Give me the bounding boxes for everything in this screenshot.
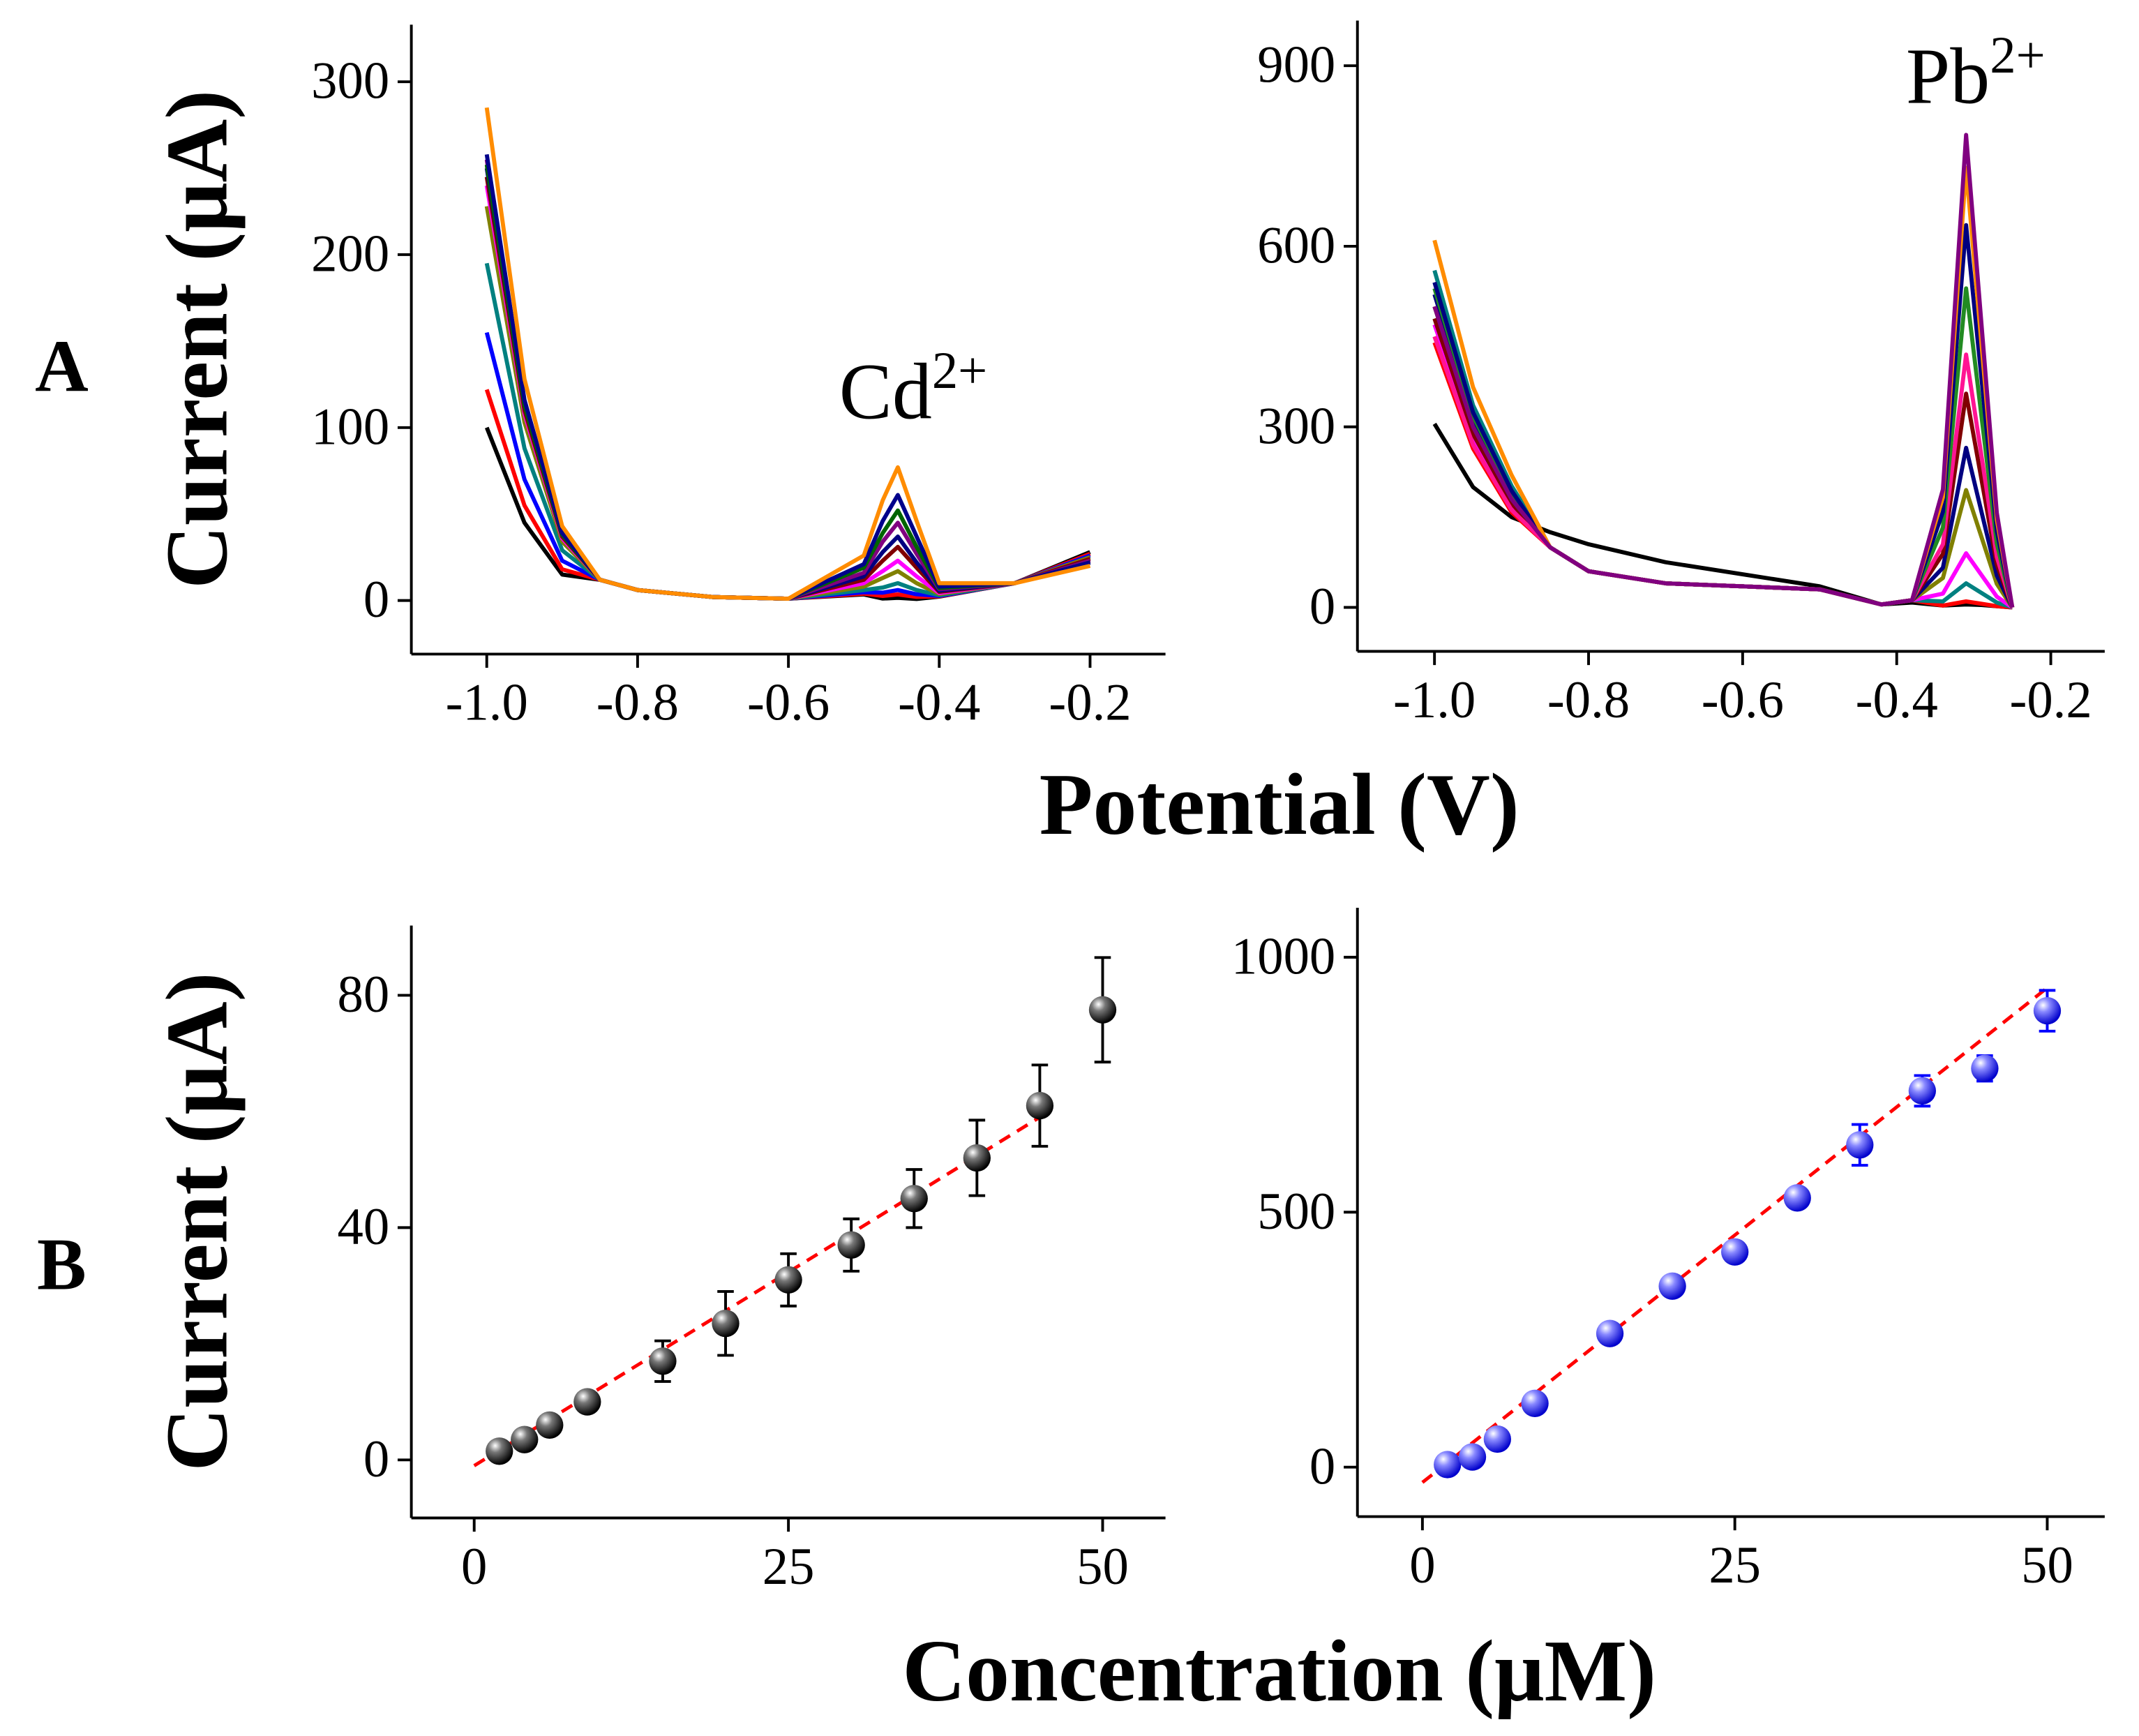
curve: [484, 177, 1091, 601]
point: [1088, 996, 1117, 1024]
point: [1026, 1091, 1054, 1120]
curve: [484, 164, 1091, 601]
curve: [484, 185, 1091, 601]
point: [1971, 1054, 1999, 1082]
point: [573, 1388, 601, 1416]
point: [536, 1411, 564, 1439]
point: [1721, 1238, 1749, 1266]
point: [1596, 1319, 1624, 1347]
x-tick-label: -0.6: [747, 674, 830, 732]
curve: [484, 154, 1091, 601]
curve: [484, 167, 1091, 601]
point: [649, 1347, 677, 1375]
y-tick-label: 0: [363, 571, 389, 629]
point: [1658, 1272, 1686, 1300]
x-tick-label: -0.2: [2009, 671, 2092, 729]
y-tick-label: 300: [311, 52, 389, 110]
point: [1846, 1131, 1874, 1159]
y-tick-label: 300: [1257, 397, 1335, 455]
x-tick-label: 25: [1709, 1536, 1761, 1594]
y-tick-label: 200: [311, 225, 389, 283]
x-tick-label: 0: [1409, 1536, 1435, 1594]
fit-line: [1421, 986, 2049, 1484]
y-tick-label: 600: [1257, 217, 1335, 275]
y-axis-title: Current (μA): [149, 90, 246, 589]
curve: [1432, 165, 2015, 608]
annotation: Cd2+: [839, 342, 987, 435]
point: [511, 1426, 539, 1453]
annotation-base: Pb: [1906, 31, 1990, 120]
point: [1521, 1389, 1549, 1417]
curve: [484, 159, 1091, 601]
x-tick-label: -0.4: [898, 674, 980, 732]
x-tick-label: -0.4: [1856, 671, 1938, 729]
point: [900, 1185, 928, 1213]
curve: [484, 107, 1091, 601]
y-tick-label: 500: [1257, 1183, 1335, 1241]
x-axis-title: Concentration (μM): [902, 1623, 1656, 1720]
y-tick-label: 0: [1309, 578, 1335, 636]
annotation-base: Cd: [839, 347, 932, 435]
y-tick-label: 0: [1309, 1437, 1335, 1495]
y-tick-label: 100: [311, 398, 389, 456]
point: [963, 1144, 991, 1172]
y-tick-label: 80: [337, 966, 389, 1024]
x-tick-label: -0.8: [1547, 671, 1630, 729]
x-axis-title: Potential (V): [1040, 756, 1519, 853]
x-tick-label: 25: [763, 1538, 815, 1596]
x-tick-label: -0.2: [1049, 674, 1131, 732]
annotation-superscript: 2+: [1990, 27, 2045, 84]
annotation-superscript: 2+: [932, 342, 987, 400]
x-tick-label: -1.0: [446, 674, 528, 732]
panel-label: B: [37, 1222, 87, 1305]
curve: [1432, 133, 2015, 608]
point: [486, 1437, 513, 1465]
point: [837, 1231, 865, 1259]
x-tick-label: 0: [461, 1538, 487, 1596]
y-tick-label: 900: [1257, 36, 1335, 94]
panel-label: A: [35, 324, 89, 407]
point: [1908, 1077, 1937, 1105]
point: [2033, 996, 2062, 1025]
point: [774, 1266, 802, 1294]
y-tick-label: 1000: [1231, 927, 1335, 985]
y-tick-label: 0: [363, 1430, 389, 1488]
y-axis-title: Current (μA): [149, 972, 246, 1471]
point: [1458, 1443, 1487, 1471]
x-tick-label: -0.8: [596, 674, 679, 732]
point: [1783, 1184, 1811, 1212]
curve: [484, 206, 1091, 601]
point: [1434, 1451, 1462, 1479]
point: [1483, 1425, 1511, 1453]
fit-line: [473, 1116, 1041, 1467]
point: [712, 1310, 740, 1338]
y-tick-label: 40: [337, 1198, 389, 1256]
x-tick-label: -1.0: [1393, 671, 1476, 729]
x-tick-label: 50: [1076, 1538, 1129, 1596]
annotation: Pb2+: [1906, 27, 2046, 120]
x-tick-label: -0.6: [1702, 671, 1784, 729]
x-tick-label: 50: [2021, 1536, 2073, 1594]
